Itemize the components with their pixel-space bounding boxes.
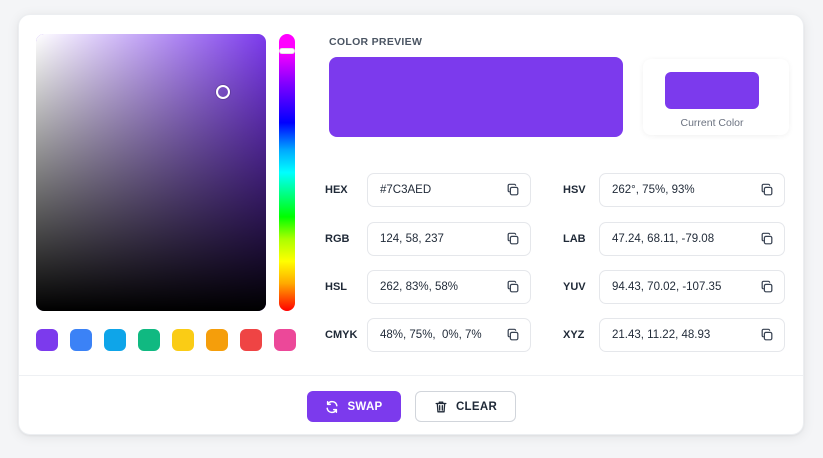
lab-value: 47.24, 68.11, -79.08: [612, 233, 715, 245]
swap-button[interactable]: SWAP: [307, 391, 401, 422]
swatch-blue[interactable]: [70, 329, 92, 351]
xyz-value-box[interactable]: 21.43, 11.22, 48.93: [599, 318, 785, 352]
color-preview-label: COLOR PREVIEW: [329, 36, 423, 48]
lab-label: LAB: [563, 233, 586, 245]
copy-icon[interactable]: [506, 183, 520, 197]
current-color-label: Current Color: [680, 117, 744, 129]
copy-icon[interactable]: [760, 183, 774, 197]
refresh-icon: [325, 400, 339, 414]
swatch-purple[interactable]: [36, 329, 58, 351]
swatch-red[interactable]: [240, 329, 262, 351]
hsl-value-box[interactable]: 262, 83%, 58%: [367, 270, 531, 304]
hsv-value-box[interactable]: 262°, 75%, 93%: [599, 173, 785, 207]
swatch-yellow[interactable]: [172, 329, 194, 351]
swatch-sky[interactable]: [104, 329, 126, 351]
swatch-green[interactable]: [138, 329, 160, 351]
hsv-value: 262°, 75%, 93%: [612, 184, 695, 196]
color-swatches: [36, 329, 296, 351]
lab-value-box[interactable]: 47.24, 68.11, -79.08: [599, 222, 785, 256]
hex-label: HEX: [325, 184, 348, 196]
hue-slider-thumb[interactable]: [279, 47, 295, 54]
hsl-field: HSL 262, 83%, 58%: [325, 270, 531, 304]
rgb-field: RGB 124, 58, 237: [325, 222, 531, 256]
xyz-label: XYZ: [563, 329, 585, 341]
yuv-value: 94.43, 70.02, -107.35: [612, 281, 722, 293]
yuv-field: YUV 94.43, 70.02, -107.35: [563, 270, 785, 304]
hex-value: #7C3AED: [380, 184, 432, 196]
hex-field: HEX #7C3AED: [325, 173, 531, 207]
copy-icon[interactable]: [506, 328, 520, 342]
hex-value-box[interactable]: #7C3AED: [367, 173, 531, 207]
clear-button[interactable]: CLEAR: [415, 391, 516, 422]
color-values: HEX #7C3AED RGB 124, 58, 237 HSL 262, 83…: [325, 173, 787, 353]
copy-icon[interactable]: [506, 280, 520, 294]
swatch-orange[interactable]: [206, 329, 228, 351]
rgb-value: 124, 58, 237: [380, 233, 444, 245]
color-preview-swatch: [329, 57, 623, 137]
cmyk-field: CMYK 48%, 75%, 0%, 7%: [325, 318, 531, 352]
hue-slider[interactable]: [279, 34, 295, 311]
lab-field: LAB 47.24, 68.11, -79.08: [563, 222, 785, 256]
copy-icon[interactable]: [506, 232, 520, 246]
picker-cursor[interactable]: [215, 85, 230, 100]
xyz-value: 21.43, 11.22, 48.93: [612, 329, 711, 341]
current-color-swatch: [665, 72, 759, 109]
value-gradient: [36, 34, 266, 311]
saturation-value-picker[interactable]: [36, 34, 266, 311]
rgb-value-box[interactable]: 124, 58, 237: [367, 222, 531, 256]
yuv-label: YUV: [563, 281, 586, 293]
footer-divider: [19, 375, 803, 376]
copy-icon[interactable]: [760, 232, 774, 246]
cmyk-value: 48%, 75%, 0%, 7%: [380, 329, 482, 341]
copy-icon[interactable]: [760, 328, 774, 342]
hsv-field: HSV 262°, 75%, 93%: [563, 173, 785, 207]
yuv-value-box[interactable]: 94.43, 70.02, -107.35: [599, 270, 785, 304]
hsl-value: 262, 83%, 58%: [380, 281, 459, 293]
cmyk-label: CMYK: [325, 329, 358, 341]
cmyk-value-box[interactable]: 48%, 75%, 0%, 7%: [367, 318, 531, 352]
rgb-label: RGB: [325, 233, 350, 245]
swap-button-label: SWAP: [347, 400, 383, 413]
trash-icon: [434, 400, 448, 414]
clear-button-label: CLEAR: [455, 400, 498, 413]
color-picker-card: COLOR PREVIEW Current Color HEX #7C3AED …: [18, 14, 804, 435]
xyz-field: XYZ 21.43, 11.22, 48.93: [563, 318, 785, 352]
hsl-label: HSL: [325, 281, 347, 293]
hsv-label: HSV: [563, 184, 586, 196]
swatch-pink[interactable]: [274, 329, 296, 351]
current-color-panel: Current Color: [643, 59, 789, 135]
copy-icon[interactable]: [760, 280, 774, 294]
